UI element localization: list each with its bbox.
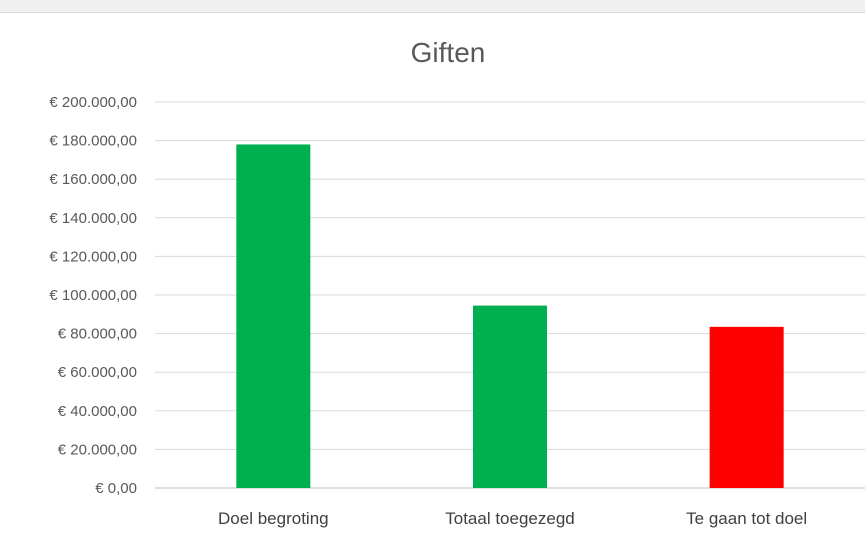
- y-tick-label: € 20.000,00: [58, 441, 137, 458]
- y-tick-label: € 60.000,00: [58, 364, 137, 381]
- x-tick-label: Te gaan tot doel: [686, 509, 807, 528]
- y-tick-label: € 0,00: [95, 480, 137, 497]
- bars: [236, 144, 784, 488]
- y-tick-label: € 100.000,00: [49, 287, 137, 304]
- x-axis-ticks: Doel begroting Totaal toegezegd Te gaan to…: [218, 509, 807, 528]
- bar-2: [473, 305, 547, 488]
- x-tick-label: Doel begroting: [218, 509, 329, 528]
- bar-3: [709, 326, 784, 488]
- x-tick-label: Totaal toegezegd: [445, 509, 575, 528]
- bar-1: [236, 144, 311, 488]
- chart-title: Giften: [411, 37, 486, 68]
- y-tick-label: € 80.000,00: [58, 326, 137, 343]
- y-tick-label: € 140.000,00: [49, 210, 137, 227]
- y-tick-label: € 200.000,00: [49, 94, 137, 111]
- y-tick-label: € 180.000,00: [49, 133, 137, 150]
- y-tick-label: € 160.000,00: [49, 171, 137, 188]
- y-tick-label: € 120.000,00: [49, 248, 137, 265]
- y-tick-label: € 40.000,00: [58, 403, 137, 420]
- y-axis-ticks: € 0,00 € 20.000,00 € 40.000,00 € 60.000,00 €…: [49, 94, 137, 497]
- window-top-strip: [0, 0, 865, 13]
